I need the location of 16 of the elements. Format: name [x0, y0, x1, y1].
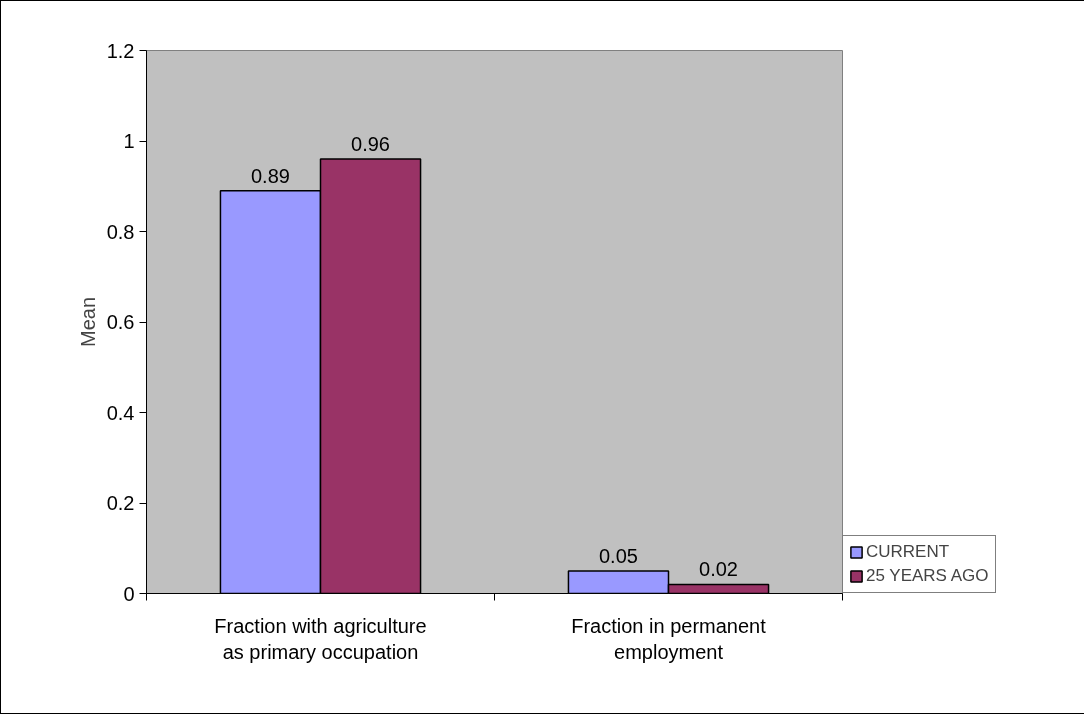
y-tick-label: 0	[123, 582, 135, 605]
y-axis-title: Mean	[76, 296, 99, 348]
legend-label: 25 YEARS AGO	[866, 566, 989, 586]
x-tick-label: Fraction in permanent employment	[571, 614, 767, 663]
y-tick-label: 0.6	[106, 311, 135, 333]
data-label: 0.96	[351, 133, 390, 156]
data-label: 0.89	[251, 164, 290, 187]
x-tick-label: Fraction with agriculture as primary occupation	[214, 614, 427, 663]
y-tick-label: 0.4	[106, 401, 135, 424]
y-tick-label: 1.2	[106, 39, 135, 62]
y-tick-label: 1	[123, 130, 135, 152]
y-tick-label: 0.2	[106, 492, 135, 514]
y-tick-label: 0.8	[106, 220, 135, 243]
data-label: 0.02	[699, 558, 738, 581]
legend-label: CURRENT	[866, 542, 950, 562]
data-label: 0.05	[599, 544, 638, 567]
